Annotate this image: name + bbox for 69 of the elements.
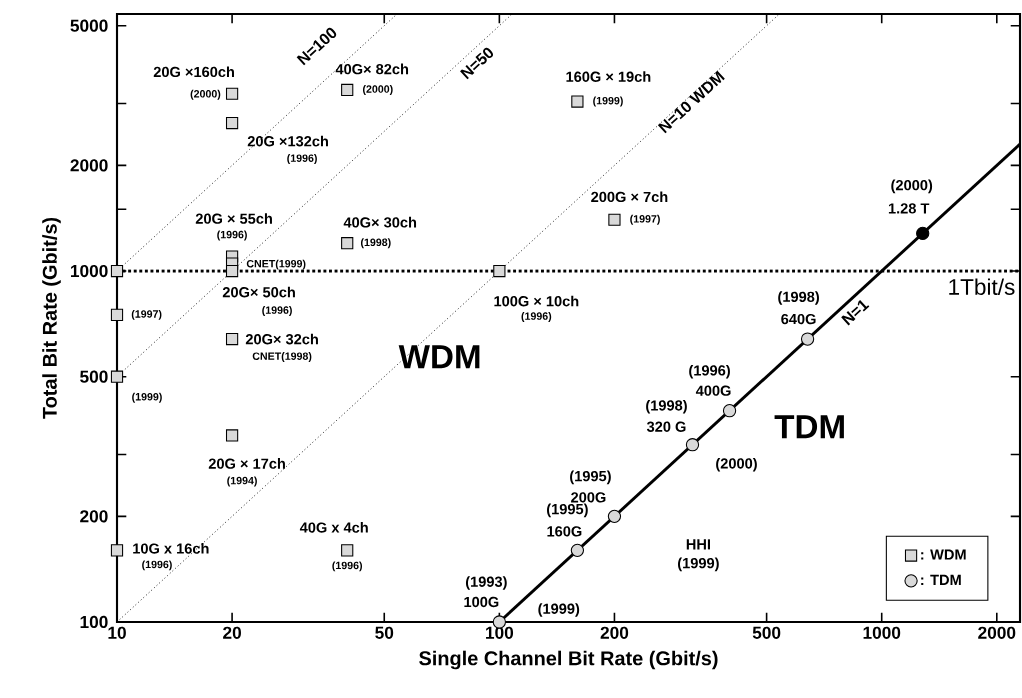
x-tick-label: 200 — [600, 626, 629, 639]
annotation: 20G ×160ch — [153, 66, 234, 78]
annotation: (2000) — [891, 179, 933, 194]
x-tick-label: 500 — [752, 626, 781, 639]
annotation: 40G x 4ch — [299, 522, 368, 533]
annotation: (1997) — [630, 214, 660, 225]
ref-line-label: 1Tbit/s — [949, 278, 1015, 295]
annotation: (1997) — [131, 309, 162, 320]
annotation: 40G× 82ch — [335, 63, 409, 75]
annotation: 640G — [781, 313, 816, 325]
x-tick-label: 100 — [486, 626, 514, 639]
annotation: HHI — [686, 539, 710, 550]
annotation: TDM — [774, 415, 844, 439]
annotation: (1996) — [521, 312, 552, 322]
annotation: 160G × 19ch — [566, 71, 651, 82]
y-axis-title: Total Bit Rate (Gbit/s) — [42, 217, 61, 419]
annotation: (1996) — [287, 154, 317, 165]
annotation: (1994) — [227, 476, 257, 487]
annotation: 320 G — [646, 421, 686, 432]
annotation: (1998) — [646, 399, 687, 414]
text: N=1 — [841, 300, 870, 326]
annotation: 400G — [695, 385, 731, 396]
annotation: WDM — [398, 345, 480, 369]
annotation: 20G× 32ch — [245, 333, 318, 345]
annotation: (2000) — [716, 457, 757, 472]
annotation: (1995) — [547, 503, 588, 518]
annotation: 20G ×132ch — [247, 135, 328, 147]
annotation: (1996) — [689, 364, 730, 379]
annotation: (2000) — [190, 89, 221, 100]
annotation: 40G× 30ch — [343, 216, 417, 228]
annotation: (1999) — [132, 392, 162, 403]
legend-label: : WDM — [921, 549, 966, 560]
x-tick-label: 20 — [223, 626, 241, 639]
y-tick-label: 100 — [80, 615, 108, 629]
y-tick-label: 1000 — [70, 264, 108, 278]
annotation: (1998) — [360, 238, 391, 249]
y-tick-label: 2000 — [70, 159, 108, 172]
annotation: 200G — [571, 492, 606, 503]
annotation: CNET(1998) — [252, 352, 312, 363]
annotation: 20G× 50ch — [222, 286, 295, 298]
annotation: 10G x 16ch — [133, 543, 209, 554]
x-axis-title: Single Channel Bit Rate (Gbit/s) — [419, 650, 718, 670]
annotation: 20G × 55ch — [195, 213, 272, 224]
y-tick-label: 500 — [80, 370, 108, 383]
annotation: 100G — [464, 596, 499, 608]
annotation: 160G — [547, 526, 582, 537]
x-tick-label: 10 — [108, 626, 126, 639]
annotation: (1996) — [217, 230, 247, 241]
y-tick-label: 200 — [80, 510, 108, 523]
annotation: (1996) — [332, 561, 363, 572]
annotation: (1999) — [593, 96, 623, 107]
annotation: (1999) — [538, 603, 580, 617]
annotation: 1.28 T — [888, 203, 930, 214]
annotation: (1999) — [678, 557, 719, 572]
annotation: 20G × 17ch — [208, 458, 285, 469]
annotation: (1995) — [570, 470, 611, 485]
annotation: 200G × 7ch — [591, 191, 668, 203]
x-tick-label: 1000 — [863, 626, 901, 639]
annotation: (1996) — [262, 306, 292, 316]
annotation: (1998) — [778, 291, 819, 305]
legend-label: : TDM — [921, 574, 961, 585]
annotation: (1993) — [465, 576, 507, 590]
annotation: CNET(1999) — [246, 259, 306, 270]
annotation: (2000) — [362, 85, 393, 95]
y-tick-label: 5000 — [70, 19, 108, 32]
x-tick-label: 2000 — [978, 626, 1016, 639]
annotation: 100G × 10ch — [494, 295, 579, 307]
annotation: (1996) — [142, 560, 172, 571]
x-tick-label: 50 — [375, 626, 394, 639]
